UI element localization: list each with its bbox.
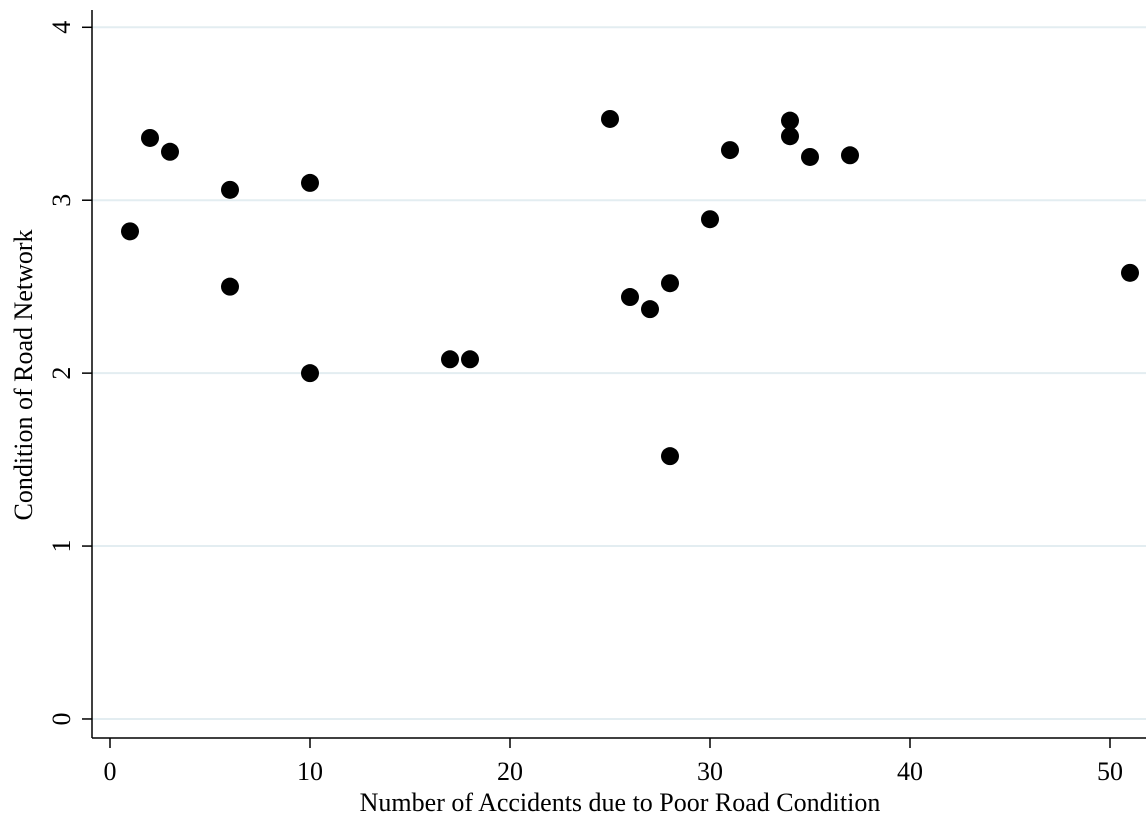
point [801, 147, 819, 166]
point [221, 277, 239, 296]
x-tick-label: 30 [697, 757, 723, 786]
point [781, 127, 799, 146]
point [841, 146, 859, 165]
point [301, 173, 319, 192]
point [661, 447, 679, 466]
y-tick-label: 4 [47, 21, 76, 34]
point [1121, 263, 1139, 282]
point [781, 111, 799, 130]
x-tick-label: 0 [104, 757, 117, 786]
x-tick-label: 50 [1097, 757, 1123, 786]
x-axis-label: Number of Accidents due to Poor Road Con… [360, 788, 881, 817]
y-tick-label: 2 [47, 367, 76, 380]
point [701, 210, 719, 229]
point [441, 350, 459, 369]
y-tick-label: 3 [47, 194, 76, 207]
point [161, 142, 179, 161]
y-tick-label: 1 [47, 540, 76, 553]
point [141, 128, 159, 147]
x-tick-label: 40 [897, 757, 923, 786]
point [661, 274, 679, 293]
point [601, 109, 619, 128]
point [221, 180, 239, 199]
point [721, 141, 739, 160]
point [621, 288, 639, 307]
x-tick-label: 20 [497, 757, 523, 786]
point [121, 222, 139, 241]
point [641, 300, 659, 319]
y-axis-label: Condition of Road Network [9, 229, 38, 520]
x-tick-label: 10 [297, 757, 323, 786]
point [301, 364, 319, 383]
y-tick-label: 0 [47, 712, 76, 725]
point [461, 350, 479, 369]
